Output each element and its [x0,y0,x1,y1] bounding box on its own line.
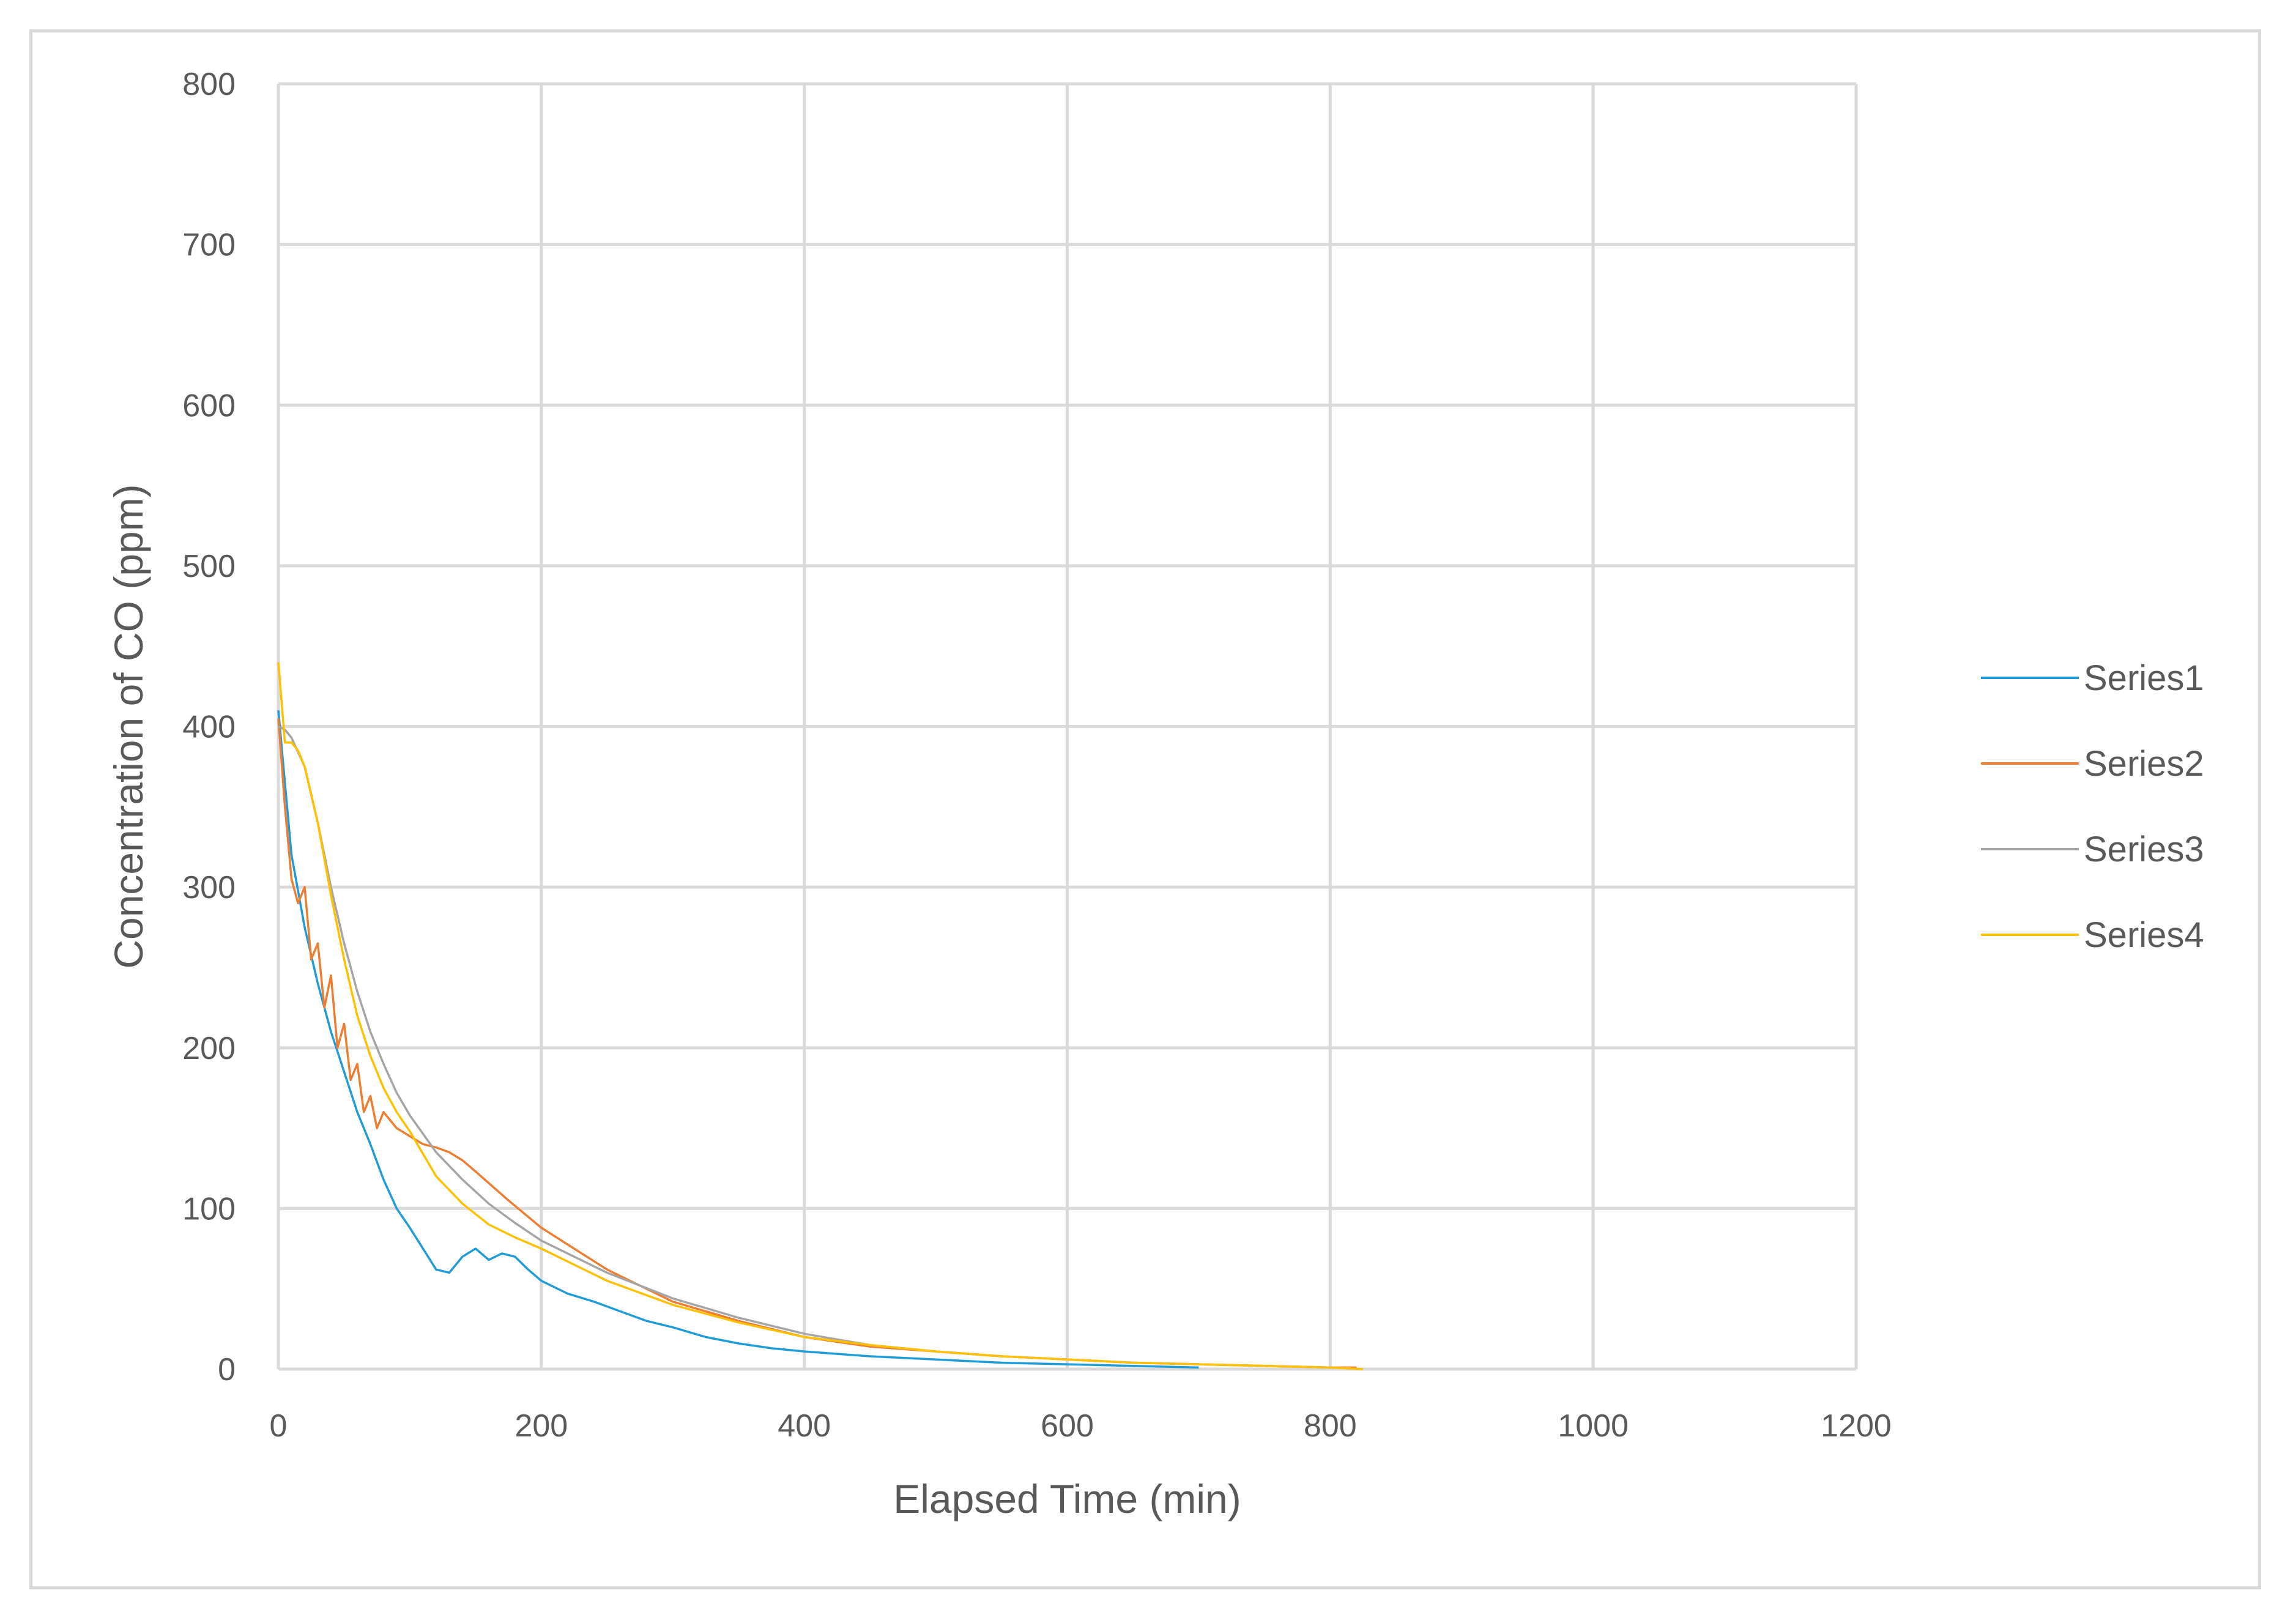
legend-label-2: Series2 [2084,744,2204,784]
legend-label-4: Series4 [2084,915,2204,955]
y-axis-title: Concentration of CO (ppm) [106,484,151,968]
x-tick-label: 0 [270,1408,288,1444]
y-tick-label: 400 [182,710,236,745]
series-line-1 [277,710,1199,1369]
y-tick-label: 200 [182,1031,236,1066]
y-tick-label: 600 [182,388,236,423]
y-tick-label: 0 [218,1352,236,1387]
y-tick-label: 500 [182,549,236,584]
y-tick-label: 800 [182,67,236,102]
y-tick-label: 100 [182,1191,236,1227]
legend: Series1 Series2 Series3 Series4 [1981,658,2204,955]
x-tick-label: 800 [1304,1408,1357,1444]
legend-label-1: Series1 [2084,658,2204,698]
chart-frame: 0 100 200 300 400 500 600 700 800 0 200 400 600 800 10… [29,29,2261,1589]
x-tick-label: 1200 [1821,1408,1892,1444]
series-lines [277,662,1364,1370]
x-tick-label: 400 [778,1408,831,1444]
x-tick-label: 200 [515,1408,568,1444]
y-tick-label: 700 [182,228,236,263]
legend-label-3: Series3 [2084,830,2204,869]
y-tick-label: 300 [182,870,236,905]
gridlines [277,82,1858,1371]
series-line-4 [277,662,1364,1370]
x-tick-label: 1000 [1558,1408,1629,1444]
tick-labels: 0 100 200 300 400 500 600 700 800 0 200 400 600 800 10… [182,67,1892,1444]
x-axis-title: Elapsed Time (min) [893,1476,1241,1521]
line-chart: 0 100 200 300 400 500 600 700 800 0 200 400 600 800 10… [106,67,2204,1521]
x-tick-label: 600 [1041,1408,1094,1444]
